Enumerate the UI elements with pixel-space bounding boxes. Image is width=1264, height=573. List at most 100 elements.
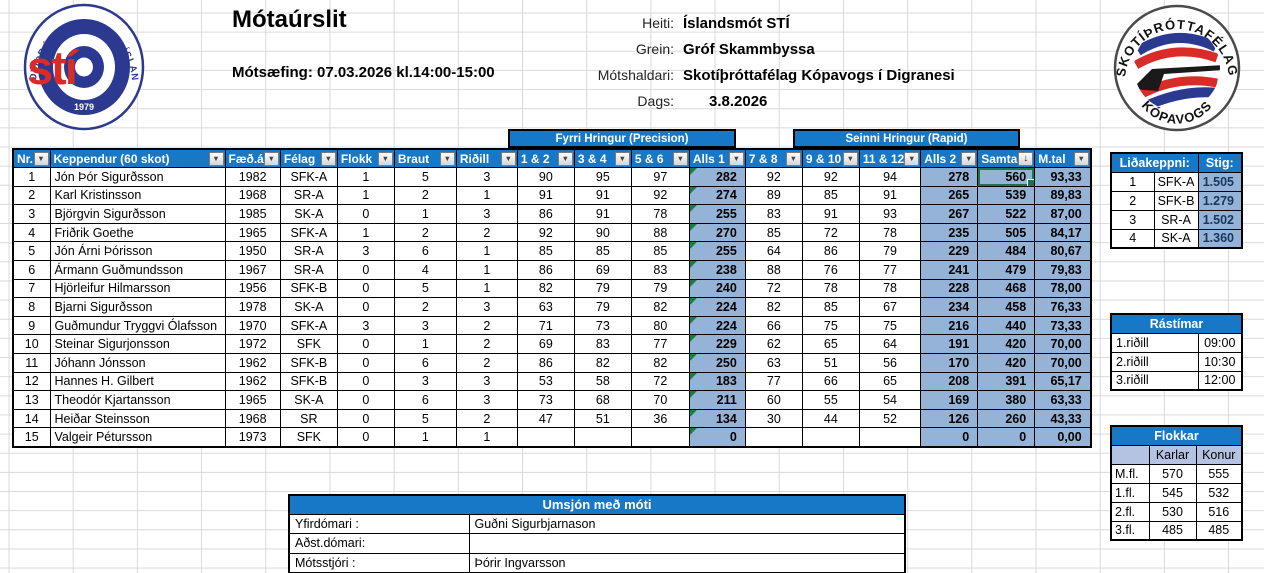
cell-club[interactable]: SK-A <box>279 390 338 410</box>
cell-series-9-10[interactable]: 92 <box>801 167 860 187</box>
cell-samtals[interactable]: 539 <box>977 185 1036 206</box>
col-header-mtal[interactable]: M.tal ▼ <box>1034 148 1092 169</box>
cell-competitor-name[interactable]: Hannes H. Gilbert <box>49 371 226 392</box>
filter-icon[interactable]: ▼ <box>500 151 516 166</box>
cell-samtals[interactable]: 458 <box>977 297 1036 317</box>
cell-series-1-2[interactable]: 69 <box>516 334 575 355</box>
cell-alls1[interactable]: 224 <box>688 297 746 317</box>
cell-alls2[interactable]: 235 <box>920 222 979 243</box>
cell-samtals[interactable]: 479 <box>977 260 1036 280</box>
cell-series-3-4[interactable]: 82 <box>573 353 632 373</box>
cell-nr[interactable]: 3 <box>12 204 51 224</box>
cell-flokk[interactable]: 0 <box>336 427 395 447</box>
cell-alls1[interactable]: 229 <box>688 334 746 355</box>
cell-team-stig[interactable]: 1.505 <box>1197 171 1243 192</box>
cell-series-5-6[interactable]: 36 <box>630 408 690 429</box>
cell-series-5-6[interactable]: 79 <box>630 278 690 299</box>
cell-series-9-10[interactable]: 65 <box>801 334 860 355</box>
cell-mtal[interactable]: 79,83 <box>1034 260 1092 280</box>
cell-class-label[interactable]: 3.fl. <box>1110 520 1150 541</box>
cell-ridill[interactable]: 2 <box>455 408 518 429</box>
cell-alls1[interactable]: 134 <box>688 408 746 429</box>
cell-series-1-2[interactable]: 85 <box>516 241 575 262</box>
cell-competitor-name[interactable]: Hjörleifur Hilmarsson <box>49 278 226 299</box>
cell-series-11-12[interactable]: 52 <box>858 408 922 429</box>
col-header-alls2[interactable]: Alls 2 ▼ <box>920 148 979 169</box>
col-header-alls1[interactable]: Alls 1 ▼ <box>688 148 746 169</box>
cell-series-5-6[interactable]: 82 <box>630 353 690 373</box>
cell-series-9-10[interactable]: 85 <box>801 185 860 206</box>
cell-club[interactable]: SK-A <box>279 204 338 224</box>
cell-class-label[interactable]: 2.fl. <box>1110 501 1150 522</box>
cell-team-stig[interactable]: 1.279 <box>1197 190 1243 211</box>
cell-team-stig[interactable]: 1.502 <box>1197 209 1243 230</box>
cell-series-5-6[interactable]: 83 <box>630 260 690 280</box>
cell-series-5-6[interactable] <box>630 427 690 447</box>
cell-club[interactable]: SFK <box>279 334 338 355</box>
filter-sort-desc-icon[interactable]: ↓ <box>1018 151 1034 166</box>
cell-series-7-8[interactable]: 63 <box>744 353 803 373</box>
cell-nr[interactable]: 11 <box>12 353 51 373</box>
cell-series-9-10[interactable]: 91 <box>801 204 860 224</box>
cell-team-name[interactable]: SFK-A <box>1153 171 1199 192</box>
cell-ridill[interactable]: 3 <box>455 371 518 392</box>
cell-ridill[interactable]: 3 <box>455 167 518 187</box>
cell-samtals[interactable]: 522 <box>977 204 1036 224</box>
cell-series-9-10[interactable]: 78 <box>801 278 860 299</box>
cell-series-5-6[interactable]: 92 <box>630 185 690 206</box>
cell-alls1[interactable]: 238 <box>688 260 746 280</box>
cell-samtals[interactable]: 440 <box>977 315 1036 336</box>
cell-ridill[interactable]: 2 <box>455 222 518 243</box>
cell-samtals[interactable]: 0 <box>977 427 1036 447</box>
cell-alls2[interactable]: 0 <box>920 427 979 447</box>
cell-samtals[interactable]: 420 <box>977 353 1036 373</box>
cell-series-1-2[interactable]: 71 <box>516 315 575 336</box>
filter-icon[interactable]: ▼ <box>557 151 573 166</box>
cell-series-9-10[interactable]: 44 <box>801 408 860 429</box>
cell-series-11-12[interactable]: 77 <box>858 260 922 280</box>
cell-flokk[interactable]: 1 <box>336 167 395 187</box>
cell-samtals[interactable]: 505 <box>977 222 1036 243</box>
cell-flokk[interactable]: 0 <box>336 371 395 392</box>
cell-competitor-name[interactable]: Guðmundur Tryggvi Ólafsson <box>49 315 226 336</box>
cell-series-11-12[interactable]: 94 <box>858 167 922 187</box>
cell-braut[interactable]: 6 <box>393 241 457 262</box>
cell-series-1-2[interactable]: 82 <box>516 278 575 299</box>
cell-series-1-2[interactable]: 90 <box>516 167 575 187</box>
cell-series-11-12[interactable]: 93 <box>858 204 922 224</box>
cell-team-rank[interactable]: 3 <box>1110 209 1155 230</box>
cell-club[interactable]: SFK-A <box>279 222 338 243</box>
cell-birth-year[interactable]: 1978 <box>224 297 281 317</box>
cell-ridill[interactable]: 1 <box>455 278 518 299</box>
cell-series-5-6[interactable]: 72 <box>630 371 690 392</box>
cell-series-3-4[interactable]: 73 <box>573 315 632 336</box>
cell-series-7-8[interactable]: 82 <box>744 297 803 317</box>
cell-class-men[interactable]: 545 <box>1148 482 1197 503</box>
cell-series-1-2[interactable] <box>516 427 575 447</box>
cell-flokk[interactable]: 1 <box>336 222 395 243</box>
cell-braut[interactable]: 5 <box>393 167 457 187</box>
col-header-ridill[interactable]: Riðill ▼ <box>455 148 518 169</box>
cell-birth-year[interactable]: 1985 <box>224 204 281 224</box>
cell-mtal[interactable]: 65,17 <box>1034 371 1092 392</box>
cell-alls1[interactable]: 274 <box>688 185 746 206</box>
cell-alls1[interactable]: 255 <box>688 204 746 224</box>
cell-flokk[interactable]: 1 <box>336 185 395 206</box>
cell-series-3-4[interactable]: 90 <box>573 222 632 243</box>
col-header-faedingarar[interactable]: Fæð.á ▼ <box>224 148 281 169</box>
cell-braut[interactable]: 1 <box>393 334 457 355</box>
cell-alls2[interactable]: 234 <box>920 297 979 317</box>
cell-mtal[interactable]: 78,00 <box>1034 278 1092 299</box>
cell-nr[interactable]: 14 <box>12 408 51 429</box>
cell-alls1[interactable]: 270 <box>688 222 746 243</box>
cell-series-11-12[interactable]: 91 <box>858 185 922 206</box>
cell-braut[interactable]: 5 <box>393 408 457 429</box>
cell-class-women[interactable]: 532 <box>1195 482 1243 503</box>
cell-flokk[interactable]: 0 <box>336 260 395 280</box>
cell-series-5-6[interactable]: 82 <box>630 297 690 317</box>
cell-samtals[interactable]: 420 <box>977 334 1036 355</box>
cell-ridill[interactable]: 2 <box>455 315 518 336</box>
cell-club[interactable]: SFK-B <box>279 278 338 299</box>
cell-heat-label[interactable]: 3.riðill <box>1110 370 1199 391</box>
cell-alls2[interactable]: 267 <box>920 204 979 224</box>
